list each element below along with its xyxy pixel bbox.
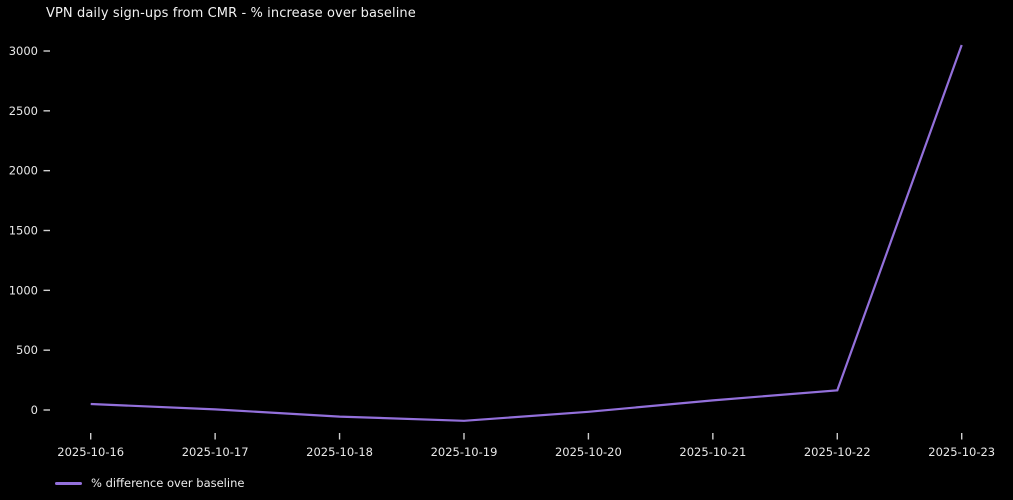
legend-label: % difference over baseline: [91, 476, 245, 490]
y-tick-label: 2000: [9, 164, 38, 178]
x-tick-label: 2025-10-17: [182, 445, 249, 459]
x-tick-label: 2025-10-21: [679, 445, 746, 459]
y-tick-label: 1000: [9, 283, 38, 297]
y-tick-label: 1500: [9, 224, 38, 238]
legend-line-swatch: [55, 481, 82, 485]
x-tick-label: 2025-10-16: [57, 445, 124, 459]
chart-title: VPN daily sign-ups from CMR - % increase…: [46, 6, 416, 21]
legend: % difference over baseline: [55, 476, 244, 490]
x-tick-label: 2025-10-19: [431, 445, 498, 459]
y-tick-label: 3000: [9, 44, 38, 58]
series-line: [90, 44, 963, 422]
x-tick-label: 2025-10-20: [555, 445, 622, 459]
y-tick-label: 0: [31, 403, 38, 417]
y-tick-label: 500: [16, 343, 38, 357]
x-tick-label: 2025-10-23: [928, 445, 995, 459]
x-tick-label: 2025-10-22: [804, 445, 871, 459]
x-tick-label: 2025-10-18: [306, 445, 373, 459]
y-tick-label: 2500: [9, 104, 38, 118]
